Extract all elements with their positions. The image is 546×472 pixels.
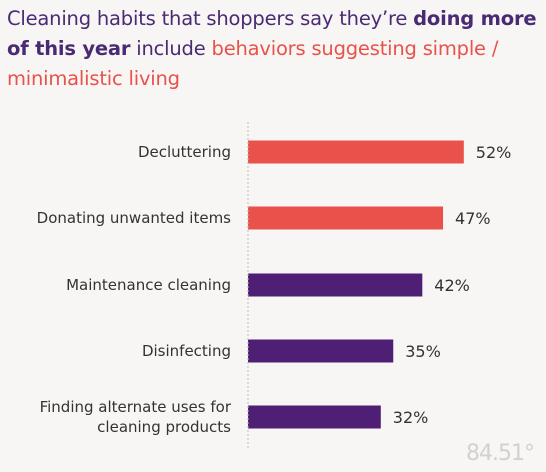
value-label-5: 32% <box>393 408 429 427</box>
title-part-1: Cleaning habits that shoppers say they’r… <box>7 7 414 30</box>
value-label-2: 47% <box>455 209 491 228</box>
category-label-5-line-1: Finding alternate uses for <box>40 398 232 416</box>
category-label-4: Disinfecting <box>142 342 231 360</box>
category-label-5-line-2: cleaning products <box>97 418 231 436</box>
category-label-3: Maintenance cleaning <box>66 276 231 294</box>
bar-5 <box>248 405 381 429</box>
category-label-2: Donating unwanted items <box>37 209 232 227</box>
bar-4 <box>248 339 394 363</box>
category-label-1: Decluttering <box>138 143 231 161</box>
value-label-3: 42% <box>434 276 470 295</box>
bar-3 <box>248 273 423 297</box>
chart-title: Cleaning habits that shoppers say they’r… <box>7 4 537 94</box>
title-part-2: doing more of this year <box>7 7 537 60</box>
bar-2 <box>248 206 444 230</box>
bar-1 <box>248 140 464 164</box>
title-part-4: behaviors suggesting simple / minimalist… <box>7 37 499 90</box>
value-label-1: 52% <box>476 143 512 162</box>
value-label-4: 35% <box>405 342 441 361</box>
brand-logo: 84.51° <box>466 441 535 466</box>
title-part-3: include <box>130 37 212 60</box>
